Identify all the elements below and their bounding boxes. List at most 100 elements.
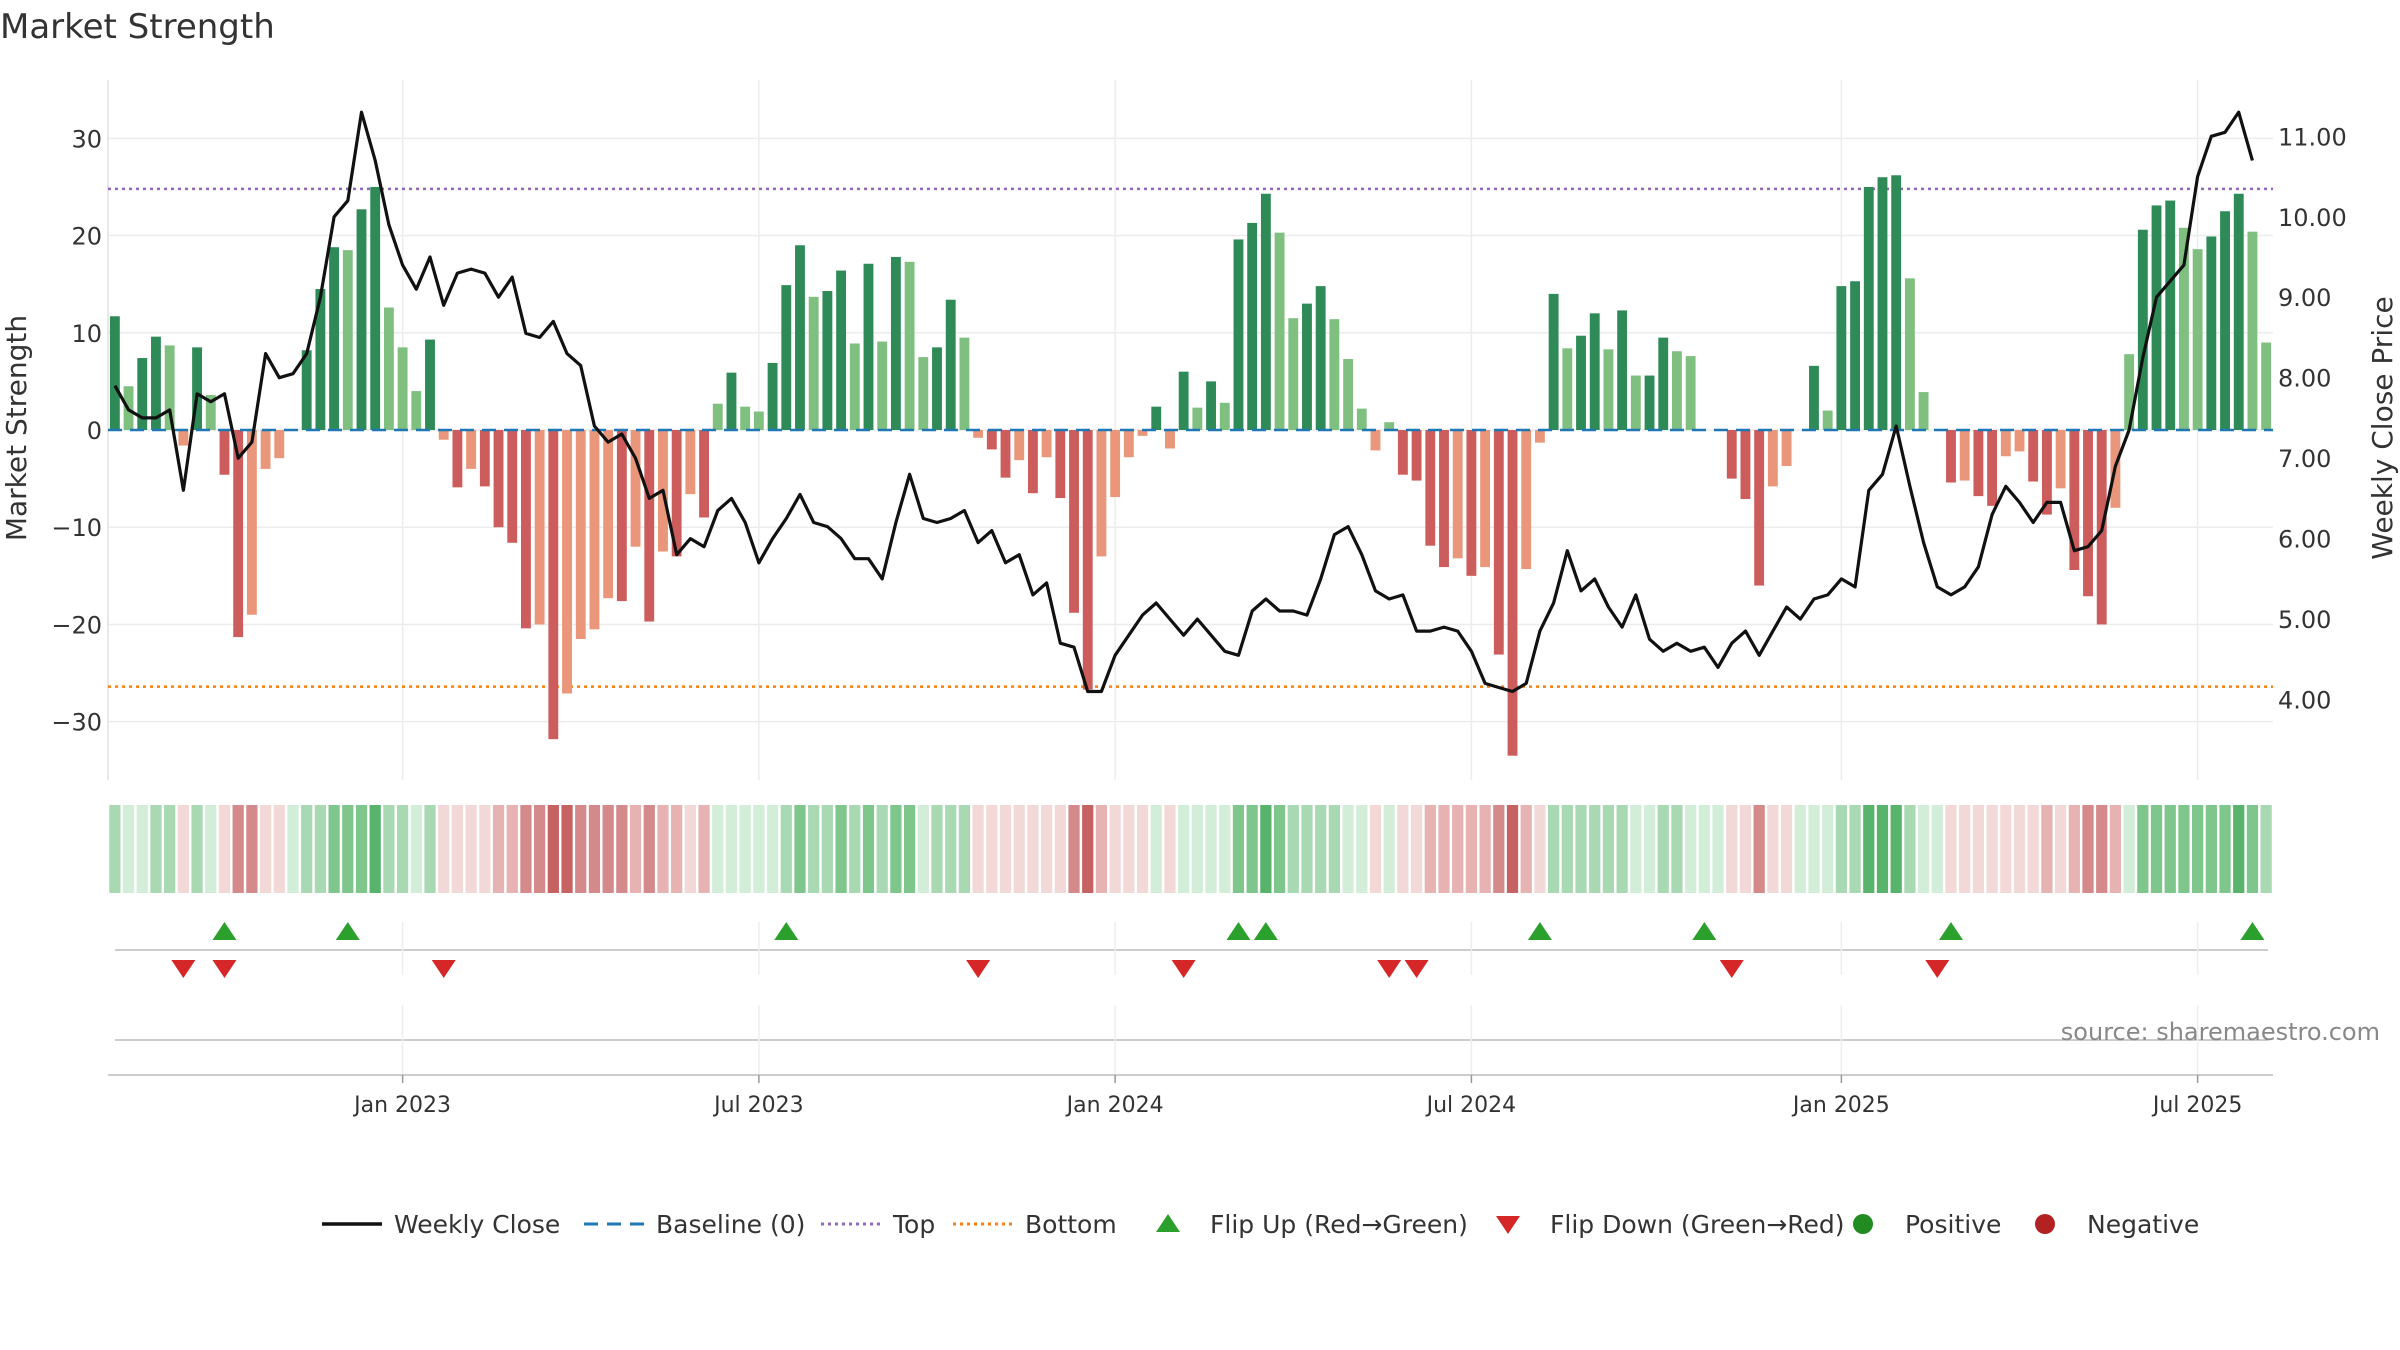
heat-cell: [945, 805, 957, 893]
left-y-tick-label: 20: [71, 223, 102, 251]
strength-bar: [959, 337, 970, 430]
heat-cell: [1041, 805, 1053, 893]
strength-bar: [1767, 430, 1778, 487]
flip-down-marker: [1925, 960, 1950, 978]
strength-bar: [1822, 410, 1833, 430]
strength-bar: [1302, 303, 1312, 430]
heat-cell: [2246, 805, 2259, 893]
heat-cell: [1465, 805, 1478, 893]
heat-cell: [273, 805, 285, 893]
strength-bar: [2124, 354, 2135, 430]
legend-circle-icon: [2035, 1214, 2055, 1234]
heat-cell: [177, 805, 189, 893]
heat-cell: [1602, 805, 1615, 893]
strength-bar: [1617, 310, 1628, 430]
heat-cell: [1013, 805, 1025, 893]
x-tick-label: Jul 2024: [1425, 1093, 1517, 1118]
strength-bar: [1397, 430, 1408, 475]
strength-bar: [781, 285, 792, 430]
left-y-tick-label: −10: [51, 514, 102, 542]
left-y-tick-label: −30: [51, 709, 102, 737]
heat-cell: [438, 805, 450, 893]
heat-cell: [1369, 805, 1382, 893]
heat-cell: [1822, 805, 1834, 893]
heat-cell: [671, 805, 683, 893]
legend: Weekly Close Baseline (0) Top Bottom Flip Up…: [322, 1210, 2199, 1239]
strength-bar: [1836, 286, 1847, 430]
left-axis-label: Market Strength: [0, 315, 33, 541]
legend-label: Negative: [2087, 1210, 2199, 1239]
heat-cell: [1109, 805, 1121, 893]
chart-title: Market Strength: [0, 7, 275, 47]
strength-bar: [1178, 371, 1189, 430]
strength-bar: [507, 430, 518, 543]
heat-cell: [1986, 805, 1998, 893]
heat-cell: [1753, 805, 1765, 893]
flip-up-marker: [2240, 922, 2265, 940]
heat-cell: [986, 805, 998, 893]
heat-cell: [547, 805, 559, 893]
heat-cell: [1835, 805, 1847, 893]
heat-cell: [2164, 805, 2176, 893]
heat-cell: [1383, 805, 1395, 893]
strength-heat-strip: [109, 805, 2272, 893]
flip-down-marker: [431, 960, 456, 978]
heat-cell: [1246, 805, 1258, 893]
strength-bar: [603, 430, 614, 599]
strength-bar: [1247, 222, 1258, 430]
legend-label: Baseline (0): [656, 1210, 805, 1239]
strength-bar: [164, 345, 175, 430]
strength-bar: [1329, 319, 1340, 430]
flip-down-marker: [1404, 960, 1429, 978]
heat-cell: [1726, 805, 1738, 893]
strength-bar: [178, 430, 189, 446]
strength-bar: [1548, 293, 1559, 430]
heat-cell: [164, 805, 176, 893]
heat-cell: [602, 805, 614, 893]
strength-bar: [233, 430, 244, 638]
strength-bar: [1672, 351, 1682, 430]
strength-bar: [1726, 430, 1737, 479]
heat-cell: [835, 805, 847, 893]
heat-cell: [328, 805, 340, 893]
strength-bar: [1521, 430, 1532, 570]
heat-cell: [2054, 805, 2067, 893]
strength-bar: [1946, 430, 1956, 483]
heat-cell: [122, 805, 135, 893]
right-y-axis: 11.00 10.00 9.00 8.00 7.00 6.00 5.00 4.00: [2278, 123, 2347, 714]
legend-label: Top: [892, 1210, 935, 1239]
heat-cell: [1890, 805, 1902, 893]
heat-cell: [739, 805, 751, 893]
strength-bar: [1165, 430, 1175, 449]
strength-bar: [1370, 430, 1381, 451]
heat-cell: [575, 805, 587, 893]
strength-bar: [918, 357, 929, 430]
heat-cell: [1904, 805, 1916, 893]
strength-bar: [1343, 359, 1354, 430]
heat-cell: [1452, 805, 1464, 893]
flip-down-marker: [1377, 960, 1402, 978]
heat-cell: [1479, 805, 1491, 893]
legend-label: Flip Down (Green→Red): [1550, 1210, 1845, 1239]
strength-bar: [2165, 200, 2176, 430]
heat-cell: [1315, 805, 1327, 893]
heat-cell: [1739, 805, 1752, 893]
right-y-tick-label: 6.00: [2278, 526, 2331, 554]
flip-markers-panel: [115, 922, 2268, 1075]
flip-down-marker: [1719, 960, 1744, 978]
source-credit: source: sharemaestro.com: [2061, 1018, 2380, 1046]
strength-bar: [301, 350, 312, 430]
strength-bar: [2247, 231, 2258, 430]
right-y-tick-label: 10.00: [2278, 204, 2347, 232]
strength-bar: [1685, 356, 1696, 430]
strength-bar: [562, 430, 572, 694]
strength-bar: [1589, 313, 1600, 430]
heat-cell: [561, 805, 573, 893]
flip-up-marker: [335, 922, 360, 940]
strength-bar: [890, 256, 901, 430]
strength-bar: [1740, 430, 1751, 500]
heat-cell: [2082, 805, 2094, 893]
heat-cell: [465, 805, 477, 893]
strength-bar: [383, 307, 394, 430]
strength-bar: [1260, 193, 1271, 430]
